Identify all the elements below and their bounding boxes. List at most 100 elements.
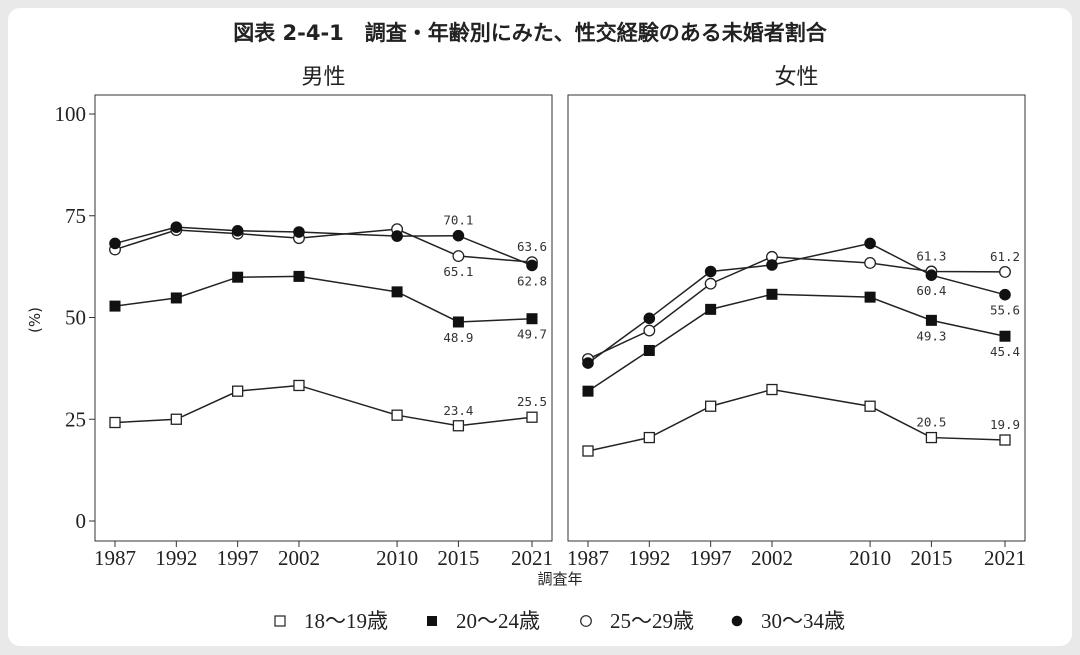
data-point	[864, 257, 877, 269]
data-label: 20.5	[916, 415, 946, 430]
legend-marker	[580, 615, 592, 627]
data-point	[705, 303, 717, 315]
data-point	[999, 434, 1011, 446]
data-label: 61.2	[990, 249, 1020, 264]
x-tick-label: 1997	[690, 546, 732, 570]
x-tick-label: 2010	[849, 546, 891, 570]
y-tick-label: 0	[76, 509, 87, 533]
data-point	[391, 230, 403, 242]
data-label: 45.4	[990, 344, 1020, 359]
data-label: 61.3	[916, 249, 946, 264]
legend-label: 30〜34歳	[761, 609, 845, 633]
data-point	[864, 291, 876, 303]
y-axis-label: (%)	[26, 307, 44, 333]
series-0	[109, 379, 538, 432]
chart-title: 図表 2-4-1 調査・年齢別にみた、性交経験のある未婚者割合	[233, 21, 828, 45]
data-label: 65.1	[443, 264, 473, 279]
data-point	[766, 259, 778, 271]
data-point	[999, 265, 1011, 278]
data-point	[643, 312, 656, 325]
data-label: 23.4	[443, 403, 473, 418]
data-point	[293, 270, 305, 282]
data-label: 55.6	[990, 303, 1020, 318]
data-point	[232, 271, 244, 283]
data-point	[109, 416, 121, 429]
data-label: 49.7	[517, 327, 547, 342]
data-label: 62.8	[517, 273, 547, 288]
x-tick-label: 1992	[155, 546, 197, 570]
data-point	[452, 316, 464, 328]
legend-item: 25〜29歳	[580, 609, 694, 633]
legend-marker	[427, 616, 437, 626]
data-point	[643, 431, 655, 444]
panel-frame	[567, 94, 1026, 542]
x-tick-label: 2010	[376, 546, 418, 570]
data-point	[582, 385, 594, 397]
series-3	[109, 221, 538, 272]
data-point	[109, 237, 121, 250]
panel-title: 女性	[774, 65, 818, 90]
y-tick-label: 50	[65, 306, 86, 330]
series-1	[582, 288, 1011, 397]
data-point	[999, 288, 1011, 301]
data-point	[704, 400, 717, 412]
data-point	[170, 413, 182, 425]
data-point	[526, 313, 538, 325]
data-label: 70.1	[443, 213, 473, 228]
legend-label: 25〜29歳	[610, 609, 694, 633]
data-point	[766, 383, 778, 396]
data-point	[452, 250, 465, 262]
data-point	[391, 409, 403, 421]
x-tick-label: 2015	[910, 546, 952, 570]
x-tick-label: 1992	[628, 546, 670, 570]
legend-marker	[274, 615, 286, 627]
y-tick-label: 75	[65, 204, 86, 228]
x-tick-label: 2015	[437, 546, 479, 570]
data-point	[925, 269, 938, 281]
legend-label: 20〜24歳	[456, 609, 540, 633]
panel-title: 男性	[301, 65, 345, 90]
data-point	[582, 357, 594, 369]
data-point	[766, 288, 778, 300]
legend-item: 30〜34歳	[731, 609, 845, 633]
data-label: 63.6	[517, 239, 547, 254]
data-point	[643, 344, 655, 356]
data-point	[864, 237, 876, 250]
x-axis-label: 調査年	[537, 570, 582, 588]
legend-marker	[731, 615, 743, 627]
data-point	[170, 221, 183, 233]
data-label: 49.3	[916, 328, 946, 343]
x-tick-label: 1987	[94, 546, 136, 570]
y-tick-label: 25	[65, 407, 86, 431]
data-point	[231, 225, 244, 237]
x-tick-label: 2021	[511, 546, 553, 570]
data-point	[704, 277, 717, 290]
x-tick-label: 2021	[984, 546, 1026, 570]
y-tick-label: 100	[55, 102, 87, 126]
series-1	[109, 270, 538, 328]
data-point	[864, 400, 876, 412]
data-point	[231, 385, 244, 397]
data-point	[293, 226, 305, 238]
legend-label: 18〜19歳	[304, 609, 388, 633]
legend-item: 18〜19歳	[274, 609, 388, 633]
data-point	[391, 286, 403, 298]
data-point	[170, 292, 182, 304]
x-tick-label: 2002	[751, 546, 793, 570]
data-point	[526, 411, 538, 423]
data-label: 25.5	[517, 394, 547, 409]
data-point	[582, 445, 594, 457]
data-label: 60.4	[916, 283, 946, 298]
series-line	[587, 256, 1006, 360]
data-point	[643, 324, 656, 337]
data-point	[452, 420, 465, 432]
panel-frame	[94, 94, 553, 542]
data-point	[925, 314, 937, 326]
data-label: 19.9	[990, 417, 1020, 432]
data-point	[526, 259, 538, 272]
data-point	[293, 379, 305, 392]
data-point	[452, 229, 465, 242]
data-point	[925, 431, 938, 444]
x-tick-label: 1997	[217, 546, 259, 570]
